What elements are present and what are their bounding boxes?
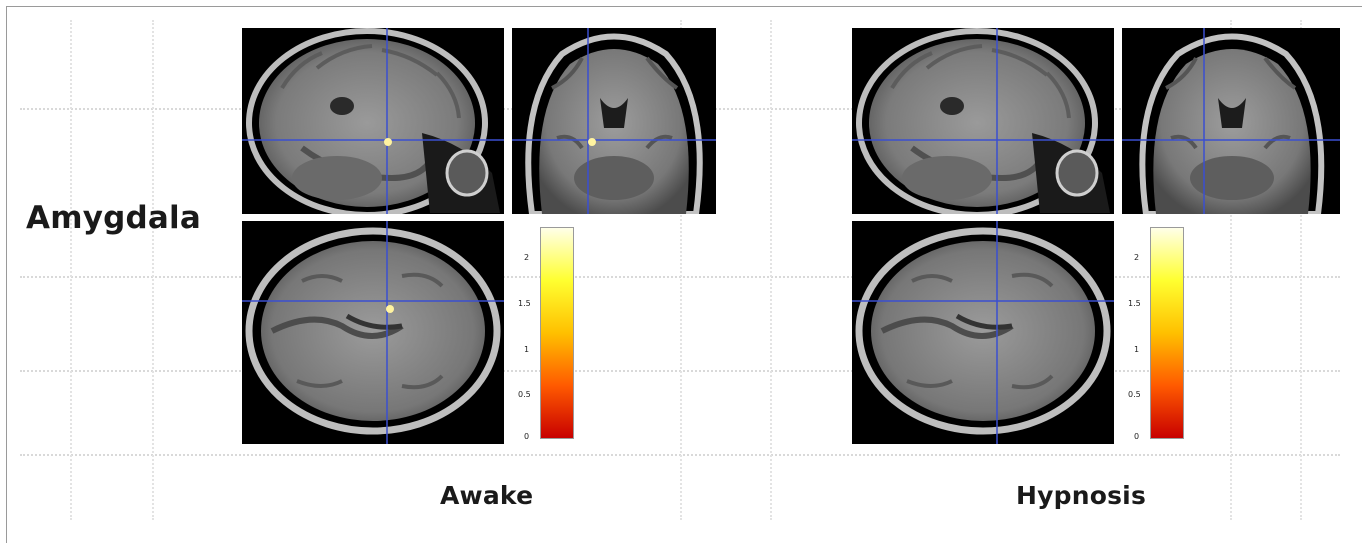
colorbar-tick: 1 — [524, 345, 530, 354]
hypnosis-axial-panel — [852, 221, 1114, 444]
coronal-mri — [1122, 28, 1340, 214]
awake-coronal-panel — [512, 28, 716, 214]
colorbar-tick: 1.5 — [518, 299, 531, 308]
activation-spot — [384, 138, 392, 146]
figure-frame — [6, 6, 1362, 543]
activation-spot — [386, 305, 394, 313]
colorbar-tick: 0.5 — [518, 390, 531, 399]
colorbar-tick: 1.5 — [1128, 299, 1141, 308]
hypnosis-coronal-panel — [1122, 28, 1340, 214]
axial-mri — [852, 221, 1114, 444]
sagittal-mri — [852, 28, 1114, 214]
sagittal-mri — [242, 28, 504, 214]
activation-spot — [588, 138, 596, 146]
condition-label: Awake — [440, 481, 534, 510]
colorbar-gradient — [1150, 227, 1184, 439]
colorbar-tick: 0 — [1134, 432, 1140, 441]
colorbar-gradient — [540, 227, 574, 439]
coronal-mri — [512, 28, 716, 214]
condition-label: Hypnosis — [1016, 481, 1147, 510]
colorbar-tick: 0.5 — [1128, 390, 1141, 399]
colorbar-tick: 2 — [1134, 253, 1140, 262]
awake-axial-panel — [242, 221, 504, 444]
hypnosis-sagittal-panel — [852, 28, 1114, 214]
colorbar-tick: 2 — [524, 253, 530, 262]
awake-colorbar: 2 1.5 1 0.5 0 — [512, 227, 582, 442]
region-label: Amygdala — [26, 200, 201, 236]
hypnosis-colorbar: 2 1.5 1 0.5 0 — [1122, 227, 1192, 442]
awake-sagittal-panel — [242, 28, 504, 214]
axial-mri — [242, 221, 504, 444]
colorbar-tick: 1 — [1134, 345, 1140, 354]
colorbar-tick: 0 — [524, 432, 530, 441]
